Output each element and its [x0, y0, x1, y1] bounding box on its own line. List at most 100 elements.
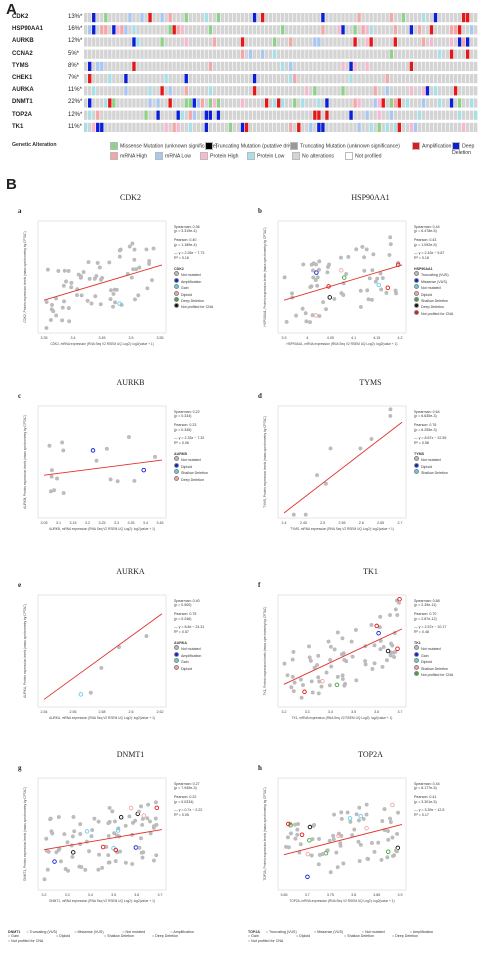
oncoprint-cell — [212, 74, 217, 84]
oncoprint-cell — [453, 110, 458, 120]
oncoprint-cell — [232, 13, 237, 23]
oncoprint-cell — [469, 49, 474, 59]
oncoprint-cell — [281, 37, 285, 47]
oncoprint-cell — [160, 98, 164, 108]
data-point — [321, 300, 326, 305]
data-point — [154, 853, 159, 858]
oncoprint-cell — [116, 74, 120, 84]
oncoprint-cell — [196, 110, 200, 120]
oncoprint-cell — [184, 61, 188, 71]
data-point — [294, 313, 299, 318]
oncoprint-cell — [389, 74, 393, 84]
oncoprint-cell — [160, 13, 164, 23]
data-point — [69, 285, 74, 290]
data-point — [298, 842, 303, 847]
x-axis-label: DNMT1, mRNA expression (RNA Seq V2 RSEM … — [49, 899, 155, 903]
legend-label: Missense Mutation (unknown significance) — [120, 143, 218, 150]
oncoprint-cell — [108, 98, 112, 108]
oncoprint-cell — [120, 37, 124, 47]
oncoprint-cell — [457, 98, 462, 108]
oncoprint-cell — [272, 49, 277, 59]
data-point — [154, 822, 159, 827]
oncoprint-cell — [361, 110, 365, 120]
oncoprint-cell — [289, 25, 293, 35]
oncoprint-cell — [144, 25, 148, 35]
oncoprint-cell — [184, 37, 188, 47]
oncoprint-cell — [252, 98, 257, 108]
plot-sub-letter: d — [258, 392, 262, 400]
oncoprint-cell — [317, 74, 321, 84]
oncoprint-cell — [176, 110, 180, 120]
regression-line — [283, 628, 403, 685]
bottom-legend-item: ○ Diploid — [296, 934, 311, 939]
legend-swatch — [412, 142, 420, 150]
oncoprint-cell — [457, 74, 462, 84]
data-point — [282, 275, 287, 280]
oncoprint-cell — [449, 110, 454, 120]
oncoprint-cell — [341, 49, 345, 59]
oncoprint-cell — [465, 74, 470, 84]
oncoprint-cell — [289, 86, 293, 96]
data-point — [100, 844, 106, 850]
oncoprint-cell — [293, 122, 297, 132]
plot-legend-item: Amplification — [174, 651, 201, 658]
oncoprint-cell — [104, 49, 108, 59]
oncoprint-cell — [212, 13, 217, 23]
oncoprint-cell — [365, 25, 369, 35]
plot-legend-label: Shallow Deletion — [181, 471, 208, 476]
oncoprint-cell — [244, 86, 249, 96]
oncoprint-cell — [381, 13, 385, 23]
data-point — [392, 655, 397, 659]
oncoprint-cell — [369, 98, 373, 108]
oncoprint-cell — [281, 25, 285, 35]
plot-frame — [37, 777, 167, 891]
oncoprint-cell — [104, 110, 108, 120]
oncoprint-cell — [268, 49, 273, 59]
data-point — [308, 320, 312, 325]
oncoprint-cell — [108, 25, 112, 35]
oncoprint-cell — [100, 61, 104, 71]
oncoprint-cell — [285, 98, 289, 108]
data-point — [341, 861, 346, 866]
oncoprint-cell — [301, 74, 305, 84]
oncoprint-cell — [281, 86, 285, 96]
oncoprint-cell — [305, 122, 309, 132]
legend-marker — [174, 651, 179, 657]
oncoprint-cell — [381, 86, 385, 96]
data-point — [370, 268, 375, 273]
data-point — [117, 248, 122, 253]
data-point — [79, 274, 83, 279]
oncoprint-cell — [128, 98, 132, 108]
oncoprint-cell — [393, 61, 397, 71]
oncoprint-cell — [445, 61, 450, 71]
oncoprint-cell — [188, 110, 192, 120]
oncoprint-cell — [156, 74, 160, 84]
data-point — [313, 278, 318, 283]
data-point — [92, 816, 97, 821]
oncoprint-cell — [417, 86, 422, 96]
oncoprint-tracks — [84, 13, 478, 132]
plot-legend-label: Diploid — [181, 464, 192, 469]
oncoprint-cell — [192, 61, 196, 71]
data-point — [388, 235, 393, 240]
data-point — [366, 297, 371, 302]
oncoprint-cell — [453, 49, 458, 59]
oncoprint-cell — [112, 61, 116, 71]
x-axis-label: TK1, mRNA expression (RNA Seq V2 RSEM UQ… — [292, 716, 393, 720]
oncoprint-cell — [429, 110, 434, 120]
plot-legend-item: Not mutated — [414, 284, 453, 290]
oncoprint-cell — [168, 49, 172, 59]
regression-line — [43, 264, 163, 301]
oncoprint-cell — [84, 110, 88, 120]
correlation-stats: Spearman: 0.36 (p = 3.319e-4) Pearson: 0… — [174, 225, 205, 260]
data-point — [54, 313, 59, 318]
oncoprint-cell — [365, 74, 369, 84]
data-point — [96, 819, 101, 824]
bottom-legend-item: ○ Shallow Deletion — [344, 934, 374, 939]
plot-sub-letter: g — [18, 764, 22, 772]
plot-legend-item: Gain — [414, 651, 453, 658]
y-axis-label: AURKB, Protein expression levels (mass s… — [23, 415, 27, 509]
data-point — [59, 859, 63, 864]
oncoprint-cell — [393, 25, 397, 35]
